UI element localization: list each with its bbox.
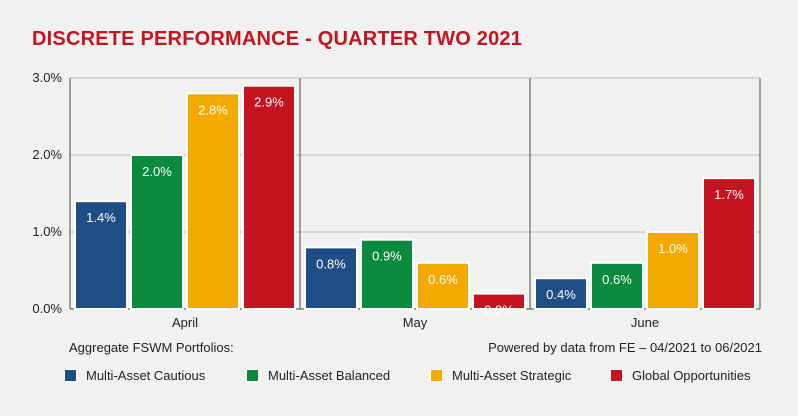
bar: [590, 261, 644, 310]
bar-value-label: 0.9%: [372, 249, 402, 264]
bar: [646, 231, 700, 310]
legend-item-global-opportunities: Global Opportunities: [610, 368, 751, 383]
bar: [416, 261, 470, 310]
legend-item-multi-asset-strategic: Multi-Asset Strategic: [430, 368, 571, 383]
chart-title: DISCRETE PERFORMANCE - QUARTER TWO 2021: [32, 28, 523, 50]
portfolio-caption: Aggregate FSWM Portfolios:: [69, 340, 234, 355]
bar: [472, 292, 526, 311]
bar-value-label: 0.6%: [602, 272, 632, 287]
legend-item-multi-asset-balanced: Multi-Asset Balanced: [246, 368, 390, 383]
bar: [702, 177, 756, 310]
y-tick-label: 3.0%: [32, 70, 62, 85]
legend-swatch: [246, 369, 259, 382]
y-tick-label: 0.0%: [32, 301, 62, 316]
bar: [360, 238, 414, 310]
chart-legend: Multi-Asset Cautious Multi-Asset Balance…: [64, 368, 764, 388]
bar: [304, 246, 358, 310]
bar-value-label: 0.6%: [428, 272, 458, 287]
bar: [186, 92, 240, 311]
bar-value-label: 1.7%: [714, 187, 744, 202]
legend-swatch: [610, 369, 623, 382]
legend-label: Global Opportunities: [632, 368, 751, 383]
x-tick-label: May: [403, 315, 428, 330]
x-tick-label: June: [631, 315, 659, 330]
bar-value-label: 0.8%: [316, 256, 346, 271]
legend-label: Multi-Asset Cautious: [86, 368, 206, 383]
bar: [242, 84, 296, 310]
legend-label: Multi-Asset Balanced: [268, 368, 391, 383]
bar-value-label: 2.9%: [254, 95, 284, 110]
bar-value-label: 1.4%: [86, 210, 116, 225]
legend-swatch: [430, 369, 443, 382]
bar: [130, 154, 184, 310]
bar: [74, 200, 128, 310]
plot-area: [70, 78, 760, 309]
bar-value-label: 2.8%: [198, 102, 228, 117]
bar-value-label: 0.4%: [546, 287, 576, 302]
legend-swatch: [64, 369, 77, 382]
bar-chart: 0.0% 1.0% 2.0% 3.0% 1.4% 2.0% 2.8% 2.9% April 0.8…: [32, 70, 761, 330]
y-tick-label: 1.0%: [32, 224, 62, 239]
bar-value-label: 1.0%: [658, 241, 688, 256]
x-tick-label: April: [172, 315, 198, 330]
bar-value-label: 0.2%: [484, 303, 514, 318]
bar: [534, 277, 588, 311]
legend-item-multi-asset-cautious: Multi-Asset Cautious: [64, 368, 205, 383]
legend-label: Multi-Asset Strategic: [452, 368, 572, 383]
bar-value-label: 2.0%: [142, 164, 172, 179]
data-source-caption: Powered by data from FE – 04/2021 to 06/…: [488, 340, 762, 355]
y-tick-label: 2.0%: [32, 147, 62, 162]
